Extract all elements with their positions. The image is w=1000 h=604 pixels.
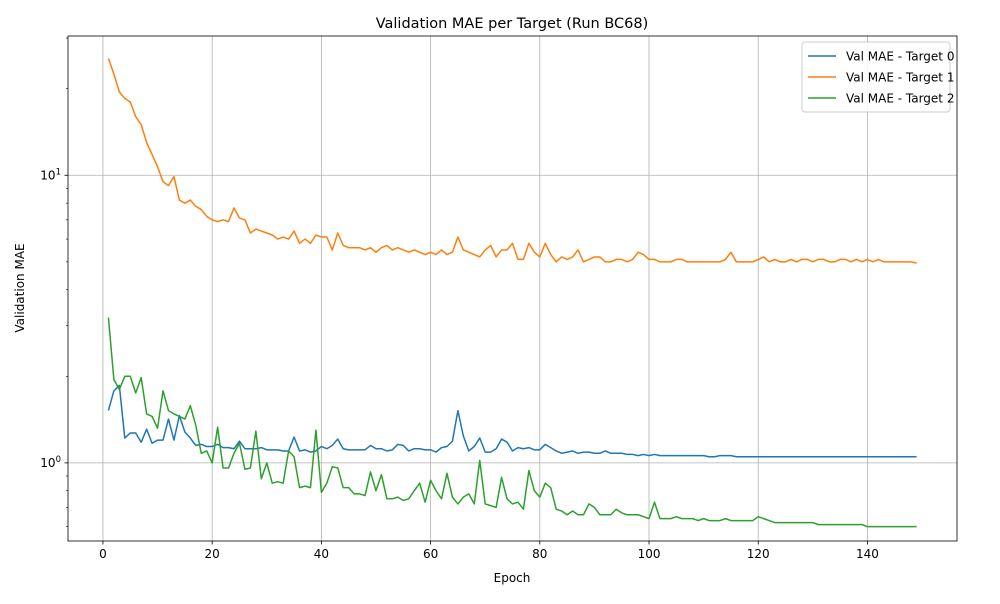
legend-label-target-1: Val MAE - Target 1: [846, 71, 954, 85]
x-tick-label: 120: [747, 547, 770, 561]
y-axis-label: Validation MAE: [13, 243, 27, 332]
series-line-target-2: [107, 317, 917, 528]
x-tick-label: 140: [856, 547, 879, 561]
x-tick-label: 60: [423, 547, 438, 561]
tick-layer: 0 20 40 60 80 100 120 140 100 101: [40, 37, 879, 561]
x-tick-label: 80: [532, 547, 547, 561]
series-line-target-0: [107, 384, 917, 458]
x-tick-label: 0: [99, 547, 107, 561]
y-tick-label: 101: [40, 167, 61, 182]
legend-box: [801, 41, 951, 113]
x-axis-label: Epoch: [494, 571, 531, 585]
plot-frame: [67, 35, 958, 542]
x-tick-label: 20: [205, 547, 220, 561]
legend-label-target-2: Val MAE - Target 2: [846, 92, 954, 106]
legend: Val MAE - Target 0 Val MAE - Target 1 Val …: [801, 41, 954, 113]
series-layer: [107, 58, 917, 528]
chart-title: Validation MAE per Target (Run BC68): [376, 16, 649, 32]
y-tick-label: 100: [40, 455, 61, 470]
series-line-target-1: [107, 58, 917, 264]
x-tick-label: 100: [638, 547, 661, 561]
x-tick-label: 40: [314, 547, 329, 561]
legend-label-target-0: Val MAE - Target 0: [846, 50, 954, 64]
